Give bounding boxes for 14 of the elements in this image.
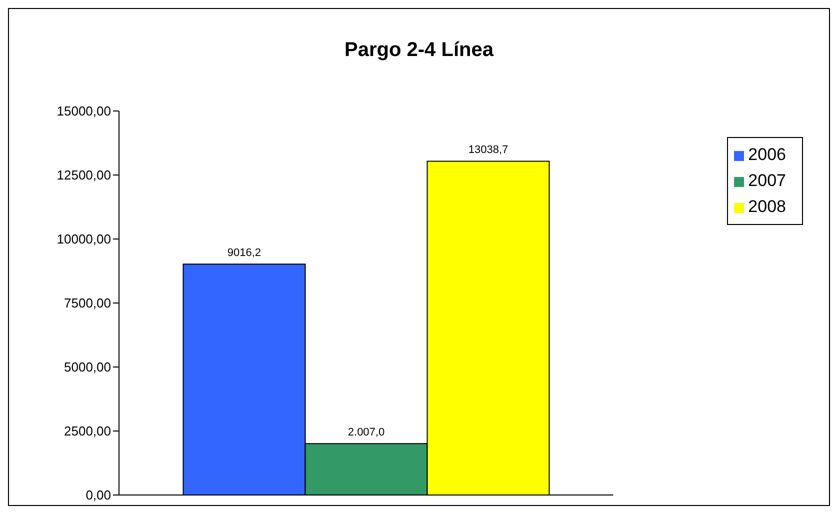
- legend-label: 2008: [748, 197, 786, 216]
- y-tick-label: 2500,00: [64, 424, 111, 439]
- data-label: 9016,2: [227, 247, 262, 260]
- y-tick-label: 7500,00: [64, 296, 111, 311]
- y-tick-label: 10000,00: [56, 232, 111, 247]
- chart-title: Pargo 2-4 Línea: [344, 39, 495, 62]
- y-tick-label: 5000,00: [64, 360, 111, 375]
- data-label: 13038,7: [468, 144, 508, 156]
- data-label: 2.007,0: [348, 426, 385, 439]
- y-tick-label: 12500,00: [56, 168, 111, 183]
- y-tick-label: 0,00: [86, 488, 111, 503]
- legend-label: 2007: [748, 171, 786, 190]
- legend-label: 2006: [748, 145, 786, 164]
- y-tick-label: 15000,00: [56, 104, 111, 119]
